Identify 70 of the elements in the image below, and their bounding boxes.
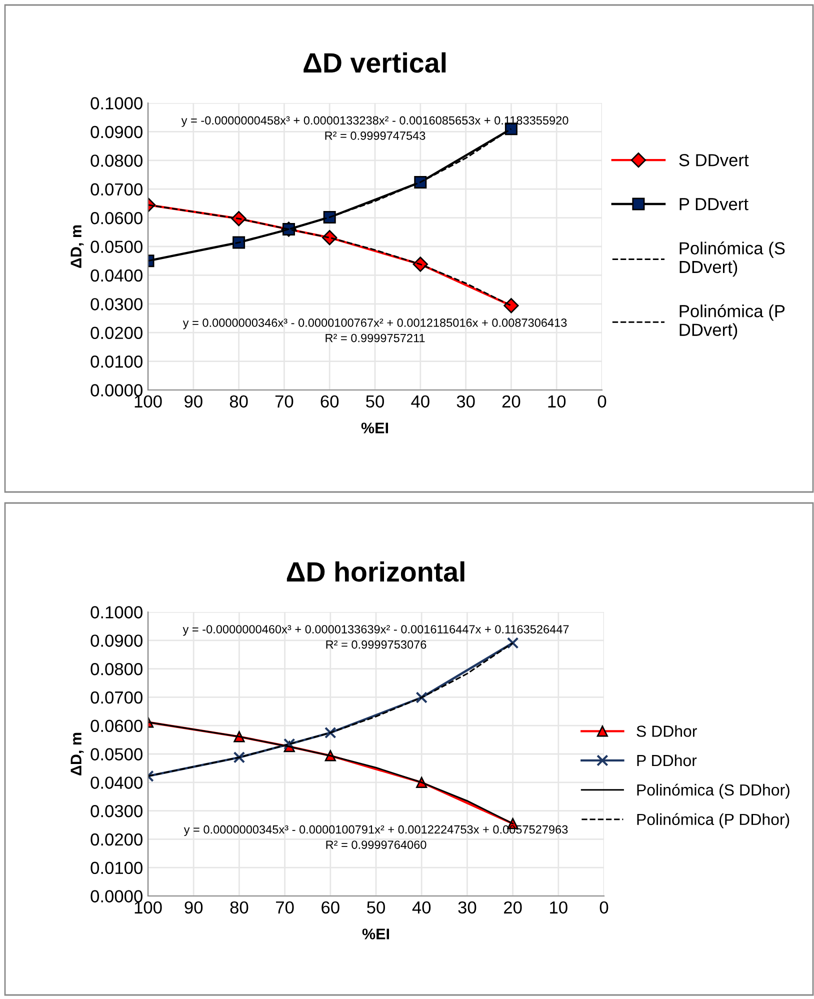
point xyxy=(414,176,427,188)
point xyxy=(506,637,519,649)
x-tick-label: 100 xyxy=(134,901,162,914)
y-tick-label: 0.0500 xyxy=(90,240,142,253)
x-tick-label: 40 xyxy=(412,901,431,914)
x-tick-label: 30 xyxy=(458,901,476,914)
point xyxy=(504,298,519,314)
x-tick-label: 20 xyxy=(504,901,522,914)
legend-label: Polinómica (P DDvert) xyxy=(680,304,785,340)
annotation: y = -0.0000000460x³ + 0.0000133639x² - 0.0016116447x + 0.1163526447 R² = 0.9999753076 xyxy=(182,625,569,649)
y-tick-label: 0.0800 xyxy=(90,662,142,676)
chart-title: ΔD vertical xyxy=(304,52,446,73)
y-tick-label: 0.0000 xyxy=(90,384,142,396)
x-tick-label: 80 xyxy=(230,395,248,408)
legend-label: S DDvert xyxy=(679,154,749,166)
chart-title: ΔD horizontal xyxy=(286,561,464,582)
x-tick-label: 90 xyxy=(184,395,202,408)
legend-label: P DDvert xyxy=(680,198,748,210)
x-axis-title: %EI xyxy=(362,928,389,940)
y-tick-label: 0.0000 xyxy=(90,890,142,902)
x-tick-label: 10 xyxy=(550,901,568,914)
x-tick-label: 80 xyxy=(230,901,248,914)
y-tick-label: 0.1000 xyxy=(90,97,142,110)
point xyxy=(233,752,246,764)
legend-label: Polinómica (S DDhor) xyxy=(637,784,790,799)
x-tick-label: 50 xyxy=(367,901,385,914)
y-tick-label: 0.0300 xyxy=(90,298,142,310)
x-tick-label: 30 xyxy=(456,395,475,408)
x-tick-label: 70 xyxy=(276,901,294,914)
point xyxy=(324,726,336,739)
x-tick-label: 10 xyxy=(548,395,566,408)
y-tick-label: 0.0600 xyxy=(90,720,142,732)
y-tick-label: 0.1000 xyxy=(90,606,142,618)
x-tick-label: 40 xyxy=(411,395,430,408)
y-tick-label: 0.0100 xyxy=(90,862,142,874)
annotation: y = -0.0000000458x³ + 0.0000133238x² - 0.0016085653x + 0.1183355920 R² = 0.9999747543 xyxy=(181,116,568,140)
legend-label: S DDhor xyxy=(636,725,697,737)
y-tick-label: 0.0100 xyxy=(90,355,142,368)
legend-label: Polinómica (S DDvert) xyxy=(680,241,785,277)
annotation: y = 0.0000000346x³ - 0.0000100767x² + 0.0012185016x + 0.0087306413 R² = 0.9999757211 xyxy=(182,318,567,342)
y-tick-label: 0.0900 xyxy=(90,126,142,138)
x-tick-label: 100 xyxy=(134,395,162,408)
x-tick-label: 70 xyxy=(275,395,294,408)
legend-label: Polinómica (P DDhor) xyxy=(637,813,790,828)
y-axis-title: ΔD, m xyxy=(70,225,84,268)
point xyxy=(283,738,296,750)
x-tick-label: 20 xyxy=(502,395,520,408)
x-tick-label: 90 xyxy=(184,901,203,914)
point xyxy=(232,236,246,249)
y-tick-label: 0.0400 xyxy=(90,776,142,789)
y-tick-label: 0.0200 xyxy=(90,326,142,340)
x-tick-label: 0 xyxy=(600,901,608,914)
y-axis-title: ΔD, m xyxy=(70,732,84,776)
y-tick-label: 0.0900 xyxy=(90,634,142,647)
y-tick-label: 0.0200 xyxy=(90,833,142,846)
y-tick-label: 0.0600 xyxy=(90,212,142,224)
y-tick-label: 0.0300 xyxy=(90,804,142,818)
annotation: y = 0.0000000345x³ - 0.0000100791x² + 0.0012224753x + 0.0057527963 R² = 0.9999764060 xyxy=(184,825,568,849)
y-tick-label: 0.0400 xyxy=(90,269,142,282)
y-tick-label: 0.0700 xyxy=(90,691,142,704)
x-tick-label: 50 xyxy=(366,395,384,408)
x-tick-label: 60 xyxy=(322,901,340,914)
y-tick-label: 0.0800 xyxy=(90,154,142,167)
x-tick-label: 60 xyxy=(320,395,339,408)
x-axis-title: %EI xyxy=(361,422,388,434)
x-tick-label: 0 xyxy=(598,395,606,408)
y-tick-label: 0.0500 xyxy=(90,748,142,760)
point xyxy=(416,692,428,704)
y-tick-label: 0.0700 xyxy=(90,183,142,196)
legend-label: P DDhor xyxy=(637,754,697,766)
